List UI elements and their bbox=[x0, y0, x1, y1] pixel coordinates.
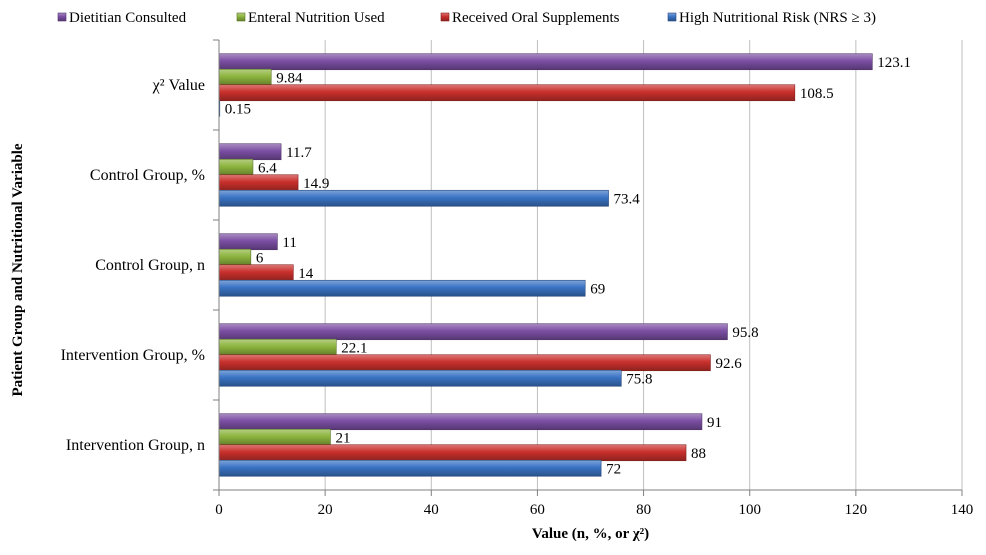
bar bbox=[218, 354, 711, 372]
data-label: 92.6 bbox=[715, 356, 742, 372]
data-label: 11 bbox=[282, 235, 296, 251]
x-tick-label: 80 bbox=[636, 502, 651, 518]
x-tick-label: 0 bbox=[215, 502, 223, 518]
legend-label: Enteral Nutrition Used bbox=[248, 10, 385, 26]
bar bbox=[218, 323, 728, 341]
bar bbox=[218, 158, 254, 176]
legend: Dietitian Consulted Enteral Nutrition Use… bbox=[57, 10, 876, 26]
x-tick-label: 120 bbox=[845, 502, 868, 518]
data-label: 6 bbox=[256, 250, 264, 266]
bar bbox=[218, 264, 294, 282]
bar bbox=[218, 369, 622, 387]
data-label: 72 bbox=[606, 461, 621, 477]
legend-label: High Nutritional Risk (NRS ≥ 3) bbox=[679, 10, 876, 26]
bar bbox=[218, 459, 602, 477]
data-label: 123.1 bbox=[877, 55, 911, 71]
bar bbox=[218, 248, 252, 266]
x-tick-label: 40 bbox=[424, 502, 439, 518]
legend-swatch bbox=[236, 12, 246, 22]
x-tick-label: 20 bbox=[318, 502, 333, 518]
category-label: Intervention Group, % bbox=[61, 347, 205, 364]
data-label: 0.15 bbox=[225, 101, 251, 117]
data-label: 75.8 bbox=[626, 371, 652, 387]
legend-label: Dietitian Consulted bbox=[69, 10, 187, 26]
legend-swatch bbox=[667, 12, 677, 22]
bar bbox=[218, 84, 796, 102]
gridlines bbox=[324, 40, 963, 490]
category-label: Intervention Group, n bbox=[66, 437, 205, 454]
bar bbox=[218, 143, 282, 161]
x-tick-label: 60 bbox=[530, 502, 545, 518]
legend-label: Received Oral Supplements bbox=[452, 10, 620, 26]
bar bbox=[218, 413, 703, 431]
bars bbox=[218, 53, 873, 477]
axes: 0 20 40 60 80 100 120 140 χ² Value Control Group,… bbox=[61, 39, 974, 518]
data-label: 22.1 bbox=[341, 340, 367, 356]
bar bbox=[218, 444, 687, 462]
data-label: 108.5 bbox=[800, 86, 834, 102]
bar bbox=[218, 233, 278, 251]
y-axis-title: Patient Group and Nutritional Variable bbox=[10, 143, 26, 396]
bar bbox=[218, 174, 299, 192]
data-label: 14 bbox=[298, 266, 314, 282]
bar bbox=[218, 189, 609, 207]
data-label: 88 bbox=[691, 446, 706, 462]
category-label: Control Group, n bbox=[95, 257, 205, 274]
bar bbox=[218, 53, 873, 71]
bar bbox=[218, 338, 337, 356]
category-label: χ² Value bbox=[152, 77, 205, 94]
data-label: 14.9 bbox=[303, 176, 329, 192]
bar bbox=[218, 279, 586, 297]
x-tick-label: 100 bbox=[738, 502, 761, 518]
data-label: 69 bbox=[590, 281, 605, 297]
category-label: Control Group, % bbox=[90, 167, 205, 184]
data-labels: 123.1 9.84 108.5 0.15 11.7 6.4 14.9 73.4 11 6 14 69… bbox=[225, 55, 911, 478]
data-label: 91 bbox=[707, 415, 722, 431]
legend-swatch bbox=[57, 12, 67, 22]
data-label: 73.4 bbox=[614, 191, 641, 207]
bar bbox=[218, 68, 272, 86]
legend-swatch bbox=[440, 12, 450, 22]
data-label: 21 bbox=[335, 430, 350, 446]
data-label: 9.84 bbox=[276, 70, 303, 86]
x-axis-title: Value (n, %, or χ²) bbox=[532, 526, 649, 542]
data-label: 6.4 bbox=[258, 160, 277, 176]
data-label: 95.8 bbox=[732, 325, 758, 341]
data-label: 11.7 bbox=[286, 145, 312, 161]
bar bbox=[218, 428, 331, 446]
x-tick-label: 140 bbox=[951, 502, 974, 518]
